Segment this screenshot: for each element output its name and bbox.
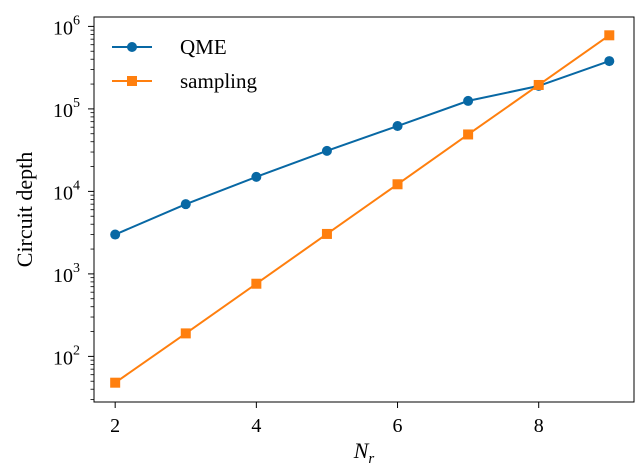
data-point-qme (392, 121, 403, 132)
data-point-qme (110, 229, 121, 240)
y-tick-label-exponent: 2 (73, 343, 80, 358)
y-tick-label-base: 10 (53, 182, 73, 204)
y-tick-label-base: 10 (53, 265, 73, 287)
data-point-sampling (392, 179, 403, 190)
legend-entry-sampling: sampling (112, 69, 257, 93)
data-point-sampling (251, 278, 262, 289)
data-point-qme (251, 171, 262, 182)
y-tick-label-base: 10 (53, 100, 73, 122)
data-point-qme (463, 95, 474, 106)
data-point-qme (321, 145, 332, 156)
y-tick-label-1e2: 102 (53, 343, 80, 369)
x-tick-label-4: 4 (251, 415, 261, 437)
data-point-sampling (321, 228, 332, 239)
y-tick-label-1e3: 103 (53, 261, 80, 287)
legend-label-qme: QME (180, 35, 227, 59)
y-tick-label-exponent: 6 (73, 13, 80, 28)
data-point-sampling (463, 129, 474, 140)
y-tick-label-exponent: 5 (73, 96, 80, 111)
data-point-qme (180, 199, 191, 210)
legend: QME sampling (112, 35, 257, 93)
x-axis-label: Nr (353, 438, 375, 464)
y-tick-label-1e5: 105 (53, 96, 80, 122)
legend-label-sampling: sampling (180, 69, 257, 93)
y-tick-label-base: 10 (53, 347, 73, 369)
y-tick-label-1e6: 106 (53, 13, 80, 39)
x-tick-label-6: 6 (393, 415, 403, 437)
x-tick-label-2: 2 (110, 415, 120, 437)
x-tick-label-8: 8 (534, 415, 544, 437)
y-axis-label: Circuit depth (12, 152, 37, 267)
y-tick-label-1e4: 104 (53, 178, 80, 204)
legend-entry-qme: QME (112, 35, 227, 59)
data-point-sampling (110, 377, 121, 388)
legend-marker-qme (127, 42, 137, 52)
x-axis-label-main: N (353, 438, 370, 463)
series-line-qme (114, 60, 610, 236)
series-line-sampling (114, 34, 610, 384)
legend-marker-sampling (127, 76, 137, 86)
y-tick-label-base: 10 (53, 17, 73, 39)
y-tick-label-exponent: 4 (73, 178, 80, 193)
data-point-sampling (604, 30, 615, 41)
series-layer (110, 30, 615, 388)
data-point-qme (604, 56, 615, 67)
data-point-sampling (180, 328, 191, 339)
y-tick-label-exponent: 3 (73, 261, 80, 276)
data-point-sampling (533, 79, 544, 90)
x-axis-label-subscript: r (368, 451, 374, 464)
